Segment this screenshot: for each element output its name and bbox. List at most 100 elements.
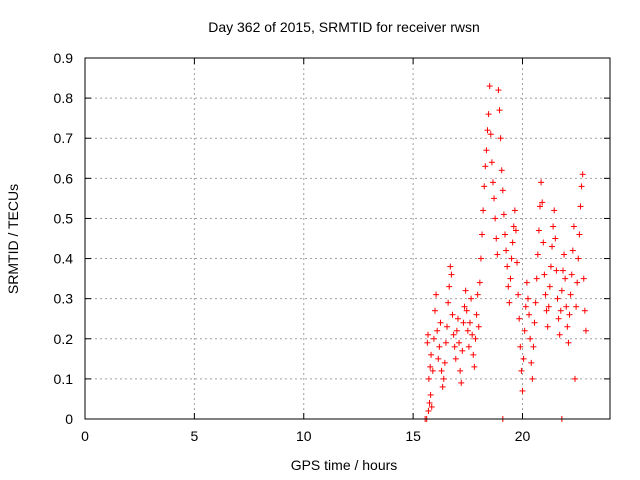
data-point	[537, 203, 543, 210]
data-point	[434, 327, 441, 334]
data-point	[512, 227, 519, 234]
data-point	[547, 263, 554, 270]
data-point	[551, 207, 558, 214]
y-tick-labels: 0 0.1 0.2 0.3 0.4 0.5 0.6 0.7 0.8 0.9	[54, 50, 74, 427]
data-point	[432, 307, 438, 314]
data-point	[499, 187, 506, 194]
data-point	[514, 259, 521, 266]
data-point	[427, 363, 434, 370]
data-point	[566, 311, 573, 318]
x-tick-label: 10	[296, 428, 312, 444]
data-point	[425, 375, 432, 382]
data-point	[451, 343, 458, 350]
y-tick-label: 0.3	[54, 291, 74, 307]
data-point	[521, 327, 528, 334]
data-point	[575, 255, 582, 262]
y-tick-label: 0.7	[54, 130, 74, 146]
data-point	[527, 335, 534, 342]
data-point	[477, 255, 484, 262]
data-point	[534, 251, 541, 258]
data-point	[556, 331, 563, 338]
y-tick-label: 0.1	[54, 371, 74, 387]
data-point	[452, 355, 459, 362]
data-point	[582, 327, 589, 334]
x-axis-label: GPS time / hours	[291, 457, 398, 473]
data-point	[557, 307, 564, 314]
data-point	[550, 223, 557, 230]
y-tick-label: 0.4	[54, 251, 74, 267]
data-point	[463, 307, 470, 314]
data-point	[425, 407, 432, 414]
data-point	[529, 375, 536, 382]
data-point	[564, 323, 571, 330]
data-point	[495, 87, 502, 94]
data-point	[510, 223, 517, 230]
data-point	[569, 247, 576, 254]
data-point	[435, 355, 442, 362]
data-point	[453, 327, 460, 334]
data-point	[528, 359, 535, 366]
data-point	[464, 327, 471, 334]
data-point	[576, 231, 583, 238]
y-tick-label: 0.9	[54, 50, 74, 66]
data-point	[563, 303, 570, 310]
data-point	[497, 135, 504, 142]
y-tick-label: 0.5	[54, 210, 74, 226]
data-point	[517, 343, 524, 350]
data-point	[446, 283, 453, 290]
data-point	[552, 235, 559, 242]
data-point	[480, 207, 487, 214]
data-point	[454, 315, 461, 322]
data-point	[468, 295, 475, 302]
data-point	[518, 367, 525, 374]
data-point	[506, 299, 513, 306]
data-point	[493, 235, 500, 242]
data-point	[505, 283, 512, 290]
y-tick-label: 0.6	[54, 170, 74, 186]
data-point	[572, 375, 578, 382]
data-point	[540, 239, 547, 246]
data-point	[555, 315, 562, 322]
data-point	[531, 319, 538, 326]
data-point	[491, 195, 498, 202]
data-point	[503, 247, 510, 254]
data-point	[562, 275, 569, 282]
data-point	[482, 163, 489, 170]
data-point	[488, 159, 495, 166]
data-point	[559, 267, 566, 274]
data-point	[472, 335, 479, 342]
data-point	[511, 207, 518, 214]
data-point	[580, 275, 587, 282]
data-point	[522, 303, 529, 310]
data-point	[504, 263, 511, 270]
data-point	[430, 335, 437, 342]
data-point	[450, 331, 457, 338]
data-point	[461, 303, 468, 310]
x-tick-label: 20	[515, 428, 531, 444]
data-point	[530, 343, 537, 350]
data-point	[441, 359, 448, 366]
data-point	[543, 307, 550, 314]
data-point	[425, 331, 431, 338]
data-point	[433, 291, 440, 298]
data-point	[498, 167, 505, 174]
data-point	[487, 131, 494, 138]
data-point	[509, 239, 516, 246]
y-tick-label: 0.2	[54, 331, 74, 347]
data-point	[465, 343, 472, 350]
data-point	[573, 303, 580, 310]
data-point	[442, 339, 449, 346]
data-point	[545, 303, 552, 310]
data-point	[502, 231, 508, 238]
data-point	[524, 295, 531, 302]
data-point	[462, 287, 469, 294]
data-point	[460, 319, 467, 326]
data-point	[541, 271, 548, 278]
data-point	[437, 319, 444, 326]
data-point	[428, 351, 435, 358]
data-point	[570, 223, 577, 230]
x-tick-label: 5	[190, 428, 198, 444]
data-point	[532, 299, 539, 306]
data-point	[424, 339, 431, 346]
